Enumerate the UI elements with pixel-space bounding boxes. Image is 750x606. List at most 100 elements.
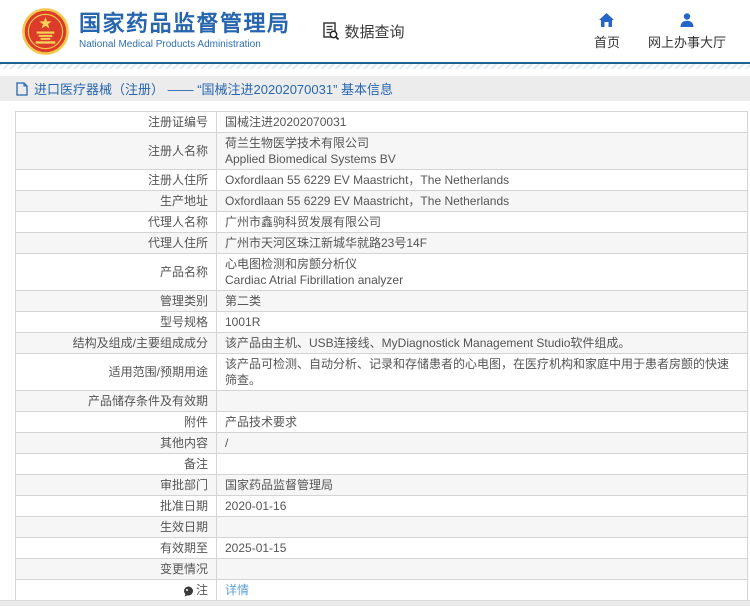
row-label-text: 结构及组成/主要组成成分 bbox=[72, 336, 208, 350]
table-row: 代理人名称 广州市鑫驹科贸发展有限公司 bbox=[16, 212, 747, 233]
breadcrumb: 进口医疗器械（注册） —— “国械注进20202070031” 基本信息 bbox=[0, 76, 750, 101]
row-label-text: 代理人名称 bbox=[147, 215, 208, 229]
table-row: 注 详情 bbox=[16, 580, 747, 601]
row-value-text: 荷兰生物医学技术有限公司 Applied Biomedical Systems … bbox=[225, 136, 396, 166]
row-value: 该产品由主机、USB连接线、MyDiagnostick Management S… bbox=[216, 333, 747, 353]
row-value: 2020-01-16 bbox=[216, 496, 747, 516]
row-label-text: 其他内容 bbox=[159, 436, 208, 450]
data-query-button[interactable]: 数据查询 bbox=[321, 21, 405, 42]
nav-item-home[interactable]: 首页 bbox=[594, 12, 620, 51]
row-label: 产品储存条件及有效期 bbox=[16, 391, 216, 411]
row-label: 注 bbox=[16, 580, 216, 600]
row-value-text: / bbox=[225, 436, 229, 450]
row-label: 管理类别 bbox=[16, 291, 216, 311]
row-label-text: 注册证编号 bbox=[147, 115, 208, 129]
detail-link[interactable]: 详情 bbox=[225, 583, 250, 597]
row-value: 广州市鑫驹科贸发展有限公司 bbox=[216, 212, 747, 232]
row-label: 生效日期 bbox=[16, 517, 216, 537]
row-label: 备注 bbox=[16, 454, 216, 474]
header-nav: 首页 网上办事大厅 bbox=[594, 12, 740, 51]
row-value-text: 国械注进20202070031 bbox=[225, 115, 347, 129]
row-value: / bbox=[216, 433, 747, 453]
row-value: 第二类 bbox=[216, 291, 747, 311]
row-value-text: 该产品可检测、自动分析、记录和存储患者的心电图，在医疗机构和家庭中用于患者房颤的… bbox=[225, 357, 730, 387]
row-value bbox=[216, 391, 747, 411]
row-value-text: 1001R bbox=[225, 315, 261, 329]
row-value-text: 广州市鑫驹科贸发展有限公司 bbox=[225, 215, 382, 229]
nav-item-label: 首页 bbox=[593, 34, 620, 50]
row-value-text: 2025-01-15 bbox=[225, 541, 287, 555]
row-label: 批准日期 bbox=[16, 496, 216, 516]
data-query-label: 数据查询 bbox=[344, 23, 405, 41]
info-table: 注册证编号 国械注进20202070031 注册人名称 荷兰生物医学技术有限公司 Ap… bbox=[15, 111, 748, 601]
row-label-text: 变更情况 bbox=[159, 562, 208, 576]
row-label: 代理人名称 bbox=[16, 212, 216, 232]
row-value: 详情 bbox=[216, 580, 747, 600]
row-value: 国家药品监督管理局 bbox=[216, 475, 747, 495]
footer-strip bbox=[0, 600, 750, 606]
row-label: 型号规格 bbox=[16, 312, 216, 332]
row-label-text: 管理类别 bbox=[159, 294, 208, 308]
person-icon bbox=[680, 12, 694, 27]
table-row: 型号规格 1001R bbox=[16, 312, 747, 333]
row-value: 广州市天河区珠江新城华就路23号14F bbox=[216, 233, 747, 253]
row-label-text: 注册人名称 bbox=[147, 144, 208, 158]
row-value-text: 心电图检测和房颤分析仪 Cardiac Atrial Fibrillation … bbox=[225, 257, 404, 287]
row-label: 有效期至 bbox=[16, 538, 216, 558]
row-label-text: 生效日期 bbox=[159, 520, 208, 534]
breadcrumb-text: 进口医疗器械（注册） —— “国械注进20202070031” 基本信息 bbox=[34, 82, 394, 97]
table-row: 结构及组成/主要组成成分 该产品由主机、USB连接线、MyDiagnostick … bbox=[16, 333, 747, 354]
national-emblem-logo bbox=[22, 7, 69, 55]
row-label: 注册人名称 bbox=[16, 133, 216, 169]
row-label-text: 产品名称 bbox=[159, 265, 208, 279]
row-label: 审批部门 bbox=[16, 475, 216, 495]
row-label-text: 审批部门 bbox=[159, 478, 208, 492]
row-value: 荷兰生物医学技术有限公司 Applied Biomedical Systems … bbox=[216, 133, 747, 169]
site-title: 国家药品监督管理局 bbox=[79, 11, 291, 37]
row-value: 1001R bbox=[216, 312, 747, 332]
row-value-text: 第二类 bbox=[225, 294, 262, 308]
nav-item-label: 网上办事大厅 bbox=[647, 34, 726, 50]
document-icon bbox=[16, 81, 28, 96]
header-divider-line bbox=[0, 62, 750, 64]
row-value-text: 广州市天河区珠江新城华就路23号14F bbox=[225, 236, 428, 250]
home-icon bbox=[599, 12, 615, 27]
row-value-text: Oxfordlaan 55 6229 EV Maastricht，The Net… bbox=[225, 173, 510, 187]
row-label-text: 生产地址 bbox=[159, 194, 208, 208]
table-row: 适用范围/预期用途 该产品可检测、自动分析、记录和存储患者的心电图，在医疗机构和家… bbox=[16, 354, 747, 391]
table-row: 批准日期 2020-01-16 bbox=[16, 496, 747, 517]
table-row: 备注 bbox=[16, 454, 747, 475]
row-label: 注册证编号 bbox=[16, 112, 216, 132]
row-value-text: 国家药品监督管理局 bbox=[225, 478, 334, 492]
row-label: 注册人住所 bbox=[16, 170, 216, 190]
table-row: 变更情况 bbox=[16, 559, 747, 580]
row-label: 代理人住所 bbox=[16, 233, 216, 253]
table-row: 有效期至 2025-01-15 bbox=[16, 538, 747, 559]
row-value-text: Oxfordlaan 55 6229 EV Maastricht，The Net… bbox=[225, 194, 510, 208]
note-icon bbox=[183, 586, 193, 596]
row-label-text: 有效期至 bbox=[159, 541, 208, 555]
table-row: 注册证编号 国械注进20202070031 bbox=[16, 112, 747, 133]
row-value: 2025-01-15 bbox=[216, 538, 747, 558]
row-value: Oxfordlaan 55 6229 EV Maastricht，The Net… bbox=[216, 170, 747, 190]
site-header: 国家药品监督管理局 National Medical Products Admi… bbox=[0, 0, 750, 62]
row-label-text: 代理人住所 bbox=[147, 236, 208, 250]
row-value bbox=[216, 517, 747, 537]
nav-item-service-hall[interactable]: 网上办事大厅 bbox=[648, 12, 726, 51]
table-row: 生产地址 Oxfordlaan 55 6229 EV Maastricht，The… bbox=[16, 191, 747, 212]
header-hatch-strip bbox=[0, 64, 750, 69]
row-value: 心电图检测和房颤分析仪 Cardiac Atrial Fibrillation … bbox=[216, 254, 747, 290]
data-query-icon bbox=[322, 22, 339, 41]
row-label-text: 注 bbox=[195, 583, 208, 597]
row-value: Oxfordlaan 55 6229 EV Maastricht，The Net… bbox=[216, 191, 747, 211]
row-value-text: 2020-01-16 bbox=[225, 499, 287, 513]
table-row: 附件 产品技术要求 bbox=[16, 412, 747, 433]
row-label-text: 备注 bbox=[183, 457, 208, 471]
table-row: 管理类别 第二类 bbox=[16, 291, 747, 312]
table-row: 注册人住所 Oxfordlaan 55 6229 EV Maastricht，Th… bbox=[16, 170, 747, 191]
table-row: 生效日期 bbox=[16, 517, 747, 538]
row-value bbox=[216, 559, 747, 579]
row-label: 附件 bbox=[16, 412, 216, 432]
row-label-text: 附件 bbox=[183, 415, 208, 429]
row-value: 该产品可检测、自动分析、记录和存储患者的心电图，在医疗机构和家庭中用于患者房颤的… bbox=[216, 354, 747, 390]
